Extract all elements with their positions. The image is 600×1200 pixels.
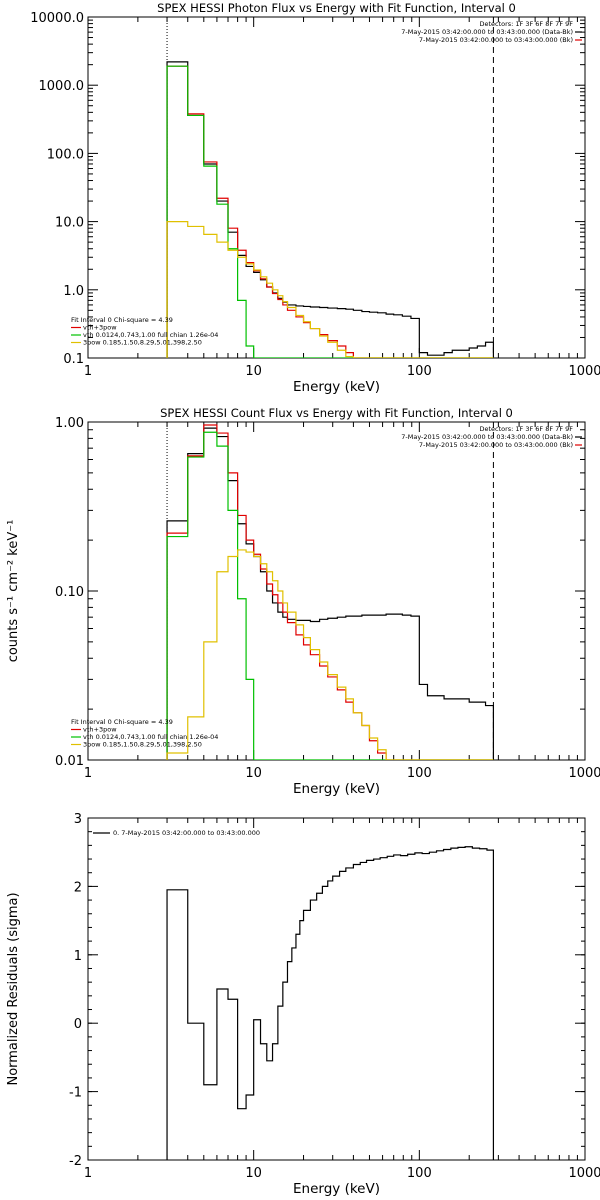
photon-x-tick-label: 1 — [84, 364, 92, 379]
photon-legend-entry: vth+3pow — [83, 324, 117, 332]
count-panel: SPEX HESSI Count Flux vs Energy with Fit… — [6, 406, 600, 797]
count-x-tick-label: 100 — [407, 766, 432, 781]
residuals-series-group — [166, 846, 495, 1160]
photon-series-vth+3pow — [166, 65, 494, 358]
residuals-y-tick-label: 0 — [74, 1017, 82, 1032]
residuals-y-tick-label: -2 — [69, 1154, 82, 1169]
count-x-tick-label: 10 — [245, 766, 262, 781]
count-y-axis-label: counts s⁻¹ cm⁻² keV⁻¹ — [6, 520, 21, 663]
count-series-vth+3pow — [166, 424, 494, 760]
count-frame — [87, 421, 586, 761]
residuals-y-tick-label: -1 — [69, 1086, 82, 1101]
residuals-y-tick-label: 3 — [74, 812, 82, 827]
count-legend-title: Fit Interval 0 Chi-square = 4.39 — [71, 718, 173, 726]
count-y-tick-label: 0.10 — [55, 585, 84, 600]
photon-legend-title: Fit Interval 0 Chi-square = 4.39 — [71, 316, 173, 324]
residuals-x-tick-label: 10 — [245, 1166, 262, 1181]
residuals-x-tick-label: 100 — [407, 1166, 432, 1181]
photon-legend-entry: vth 0.0124,0.743,1.00 full chian 1.26e-0… — [83, 331, 218, 339]
residuals-series-data — [166, 846, 495, 1160]
photon-series-3pow — [166, 221, 494, 358]
residuals-y-tick-label: 2 — [74, 880, 82, 895]
photon-header-text: 7-May-2015 03:42:00.000 to 03:43:00.000 … — [401, 28, 573, 36]
count-header-text: 7-May-2015 03:42:00.000 to 03:43:00.000 … — [401, 433, 573, 441]
residuals-x-tick-label: 1000 — [568, 1166, 600, 1181]
count-header-text: 7-May-2015 03:42:00.000 to 03:43:00.000 … — [419, 441, 573, 449]
photon-header-text: 7-May-2015 03:42:00.000 to 03:43:00.000 … — [419, 36, 573, 44]
residuals-x-tick-label: 1 — [84, 1166, 92, 1181]
count-header-text: Detectors: 1F 3F 6F 8F 7F 9F — [479, 425, 573, 433]
count-legend-entry: vth+3pow — [83, 726, 117, 734]
residuals-y-axis-label: Normalized Residuals (sigma) — [6, 892, 21, 1085]
photon-legend-entry: 3pow 0.185,1.50,8.29,5.01,398,2.50 — [83, 339, 202, 347]
residuals-y-tick-label: 1 — [74, 949, 82, 964]
residuals-legend-entry: 0. 7-May-2015 03:42:00.000 to 03:43:00.0… — [113, 829, 260, 837]
count-y-tick-label: 0.01 — [55, 754, 84, 769]
photon-panel: SPEX HESSI Photon Flux vs Energy with Fi… — [30, 1, 600, 395]
count-legend-entry: vth 0.0124,0.743,1.00 full chian 1.26e-0… — [83, 733, 218, 741]
photon-header-text: Detectors: 1F 3F 6F 8F 7F 9F — [479, 20, 573, 28]
residuals-frame — [87, 817, 586, 1161]
count-y-tick-label: 1.00 — [55, 416, 84, 431]
photon-y-tick-label: 10000.0 — [30, 11, 84, 26]
photon-frame — [87, 16, 586, 359]
residuals-x-axis-label: Energy (keV) — [293, 1181, 380, 1197]
count-series-group — [166, 424, 495, 760]
photon-x-tick-label: 100 — [407, 364, 432, 379]
photon-y-tick-label: 100.0 — [47, 147, 84, 162]
photon-x-tick-label: 1000 — [568, 364, 600, 379]
count-x-tick-label: 1000 — [568, 766, 600, 781]
photon-y-tick-label: 1000.0 — [39, 79, 85, 94]
photon-y-tick-label: 10.0 — [55, 216, 84, 231]
count-series-3pow — [166, 549, 494, 760]
photon-y-tick-label: 1.0 — [63, 284, 84, 299]
photon-series-group — [166, 61, 495, 358]
photon-series-vth — [166, 65, 494, 358]
count-series-data — [166, 427, 495, 760]
photon-series-data — [166, 61, 495, 358]
residuals-panel: 1 10 100 1000 Energy (keV) -2 -1 0 1 2 3 Normalized… — [6, 812, 600, 1197]
photon-title: SPEX HESSI Photon Flux vs Energy with Fi… — [157, 1, 516, 15]
count-series-vth — [166, 431, 494, 760]
count-x-axis-label: Energy (keV) — [293, 781, 380, 797]
count-legend-entry: 3pow 0.185,1.50,8.29,5.01,398,2.50 — [83, 741, 202, 749]
count-x-tick-label: 1 — [84, 766, 92, 781]
count-title: SPEX HESSI Count Flux vs Energy with Fit… — [160, 406, 513, 420]
photon-y-tick-label: 0.1 — [63, 352, 84, 367]
photon-x-tick-label: 10 — [245, 364, 262, 379]
photon-x-axis-label: Energy (keV) — [293, 379, 380, 395]
